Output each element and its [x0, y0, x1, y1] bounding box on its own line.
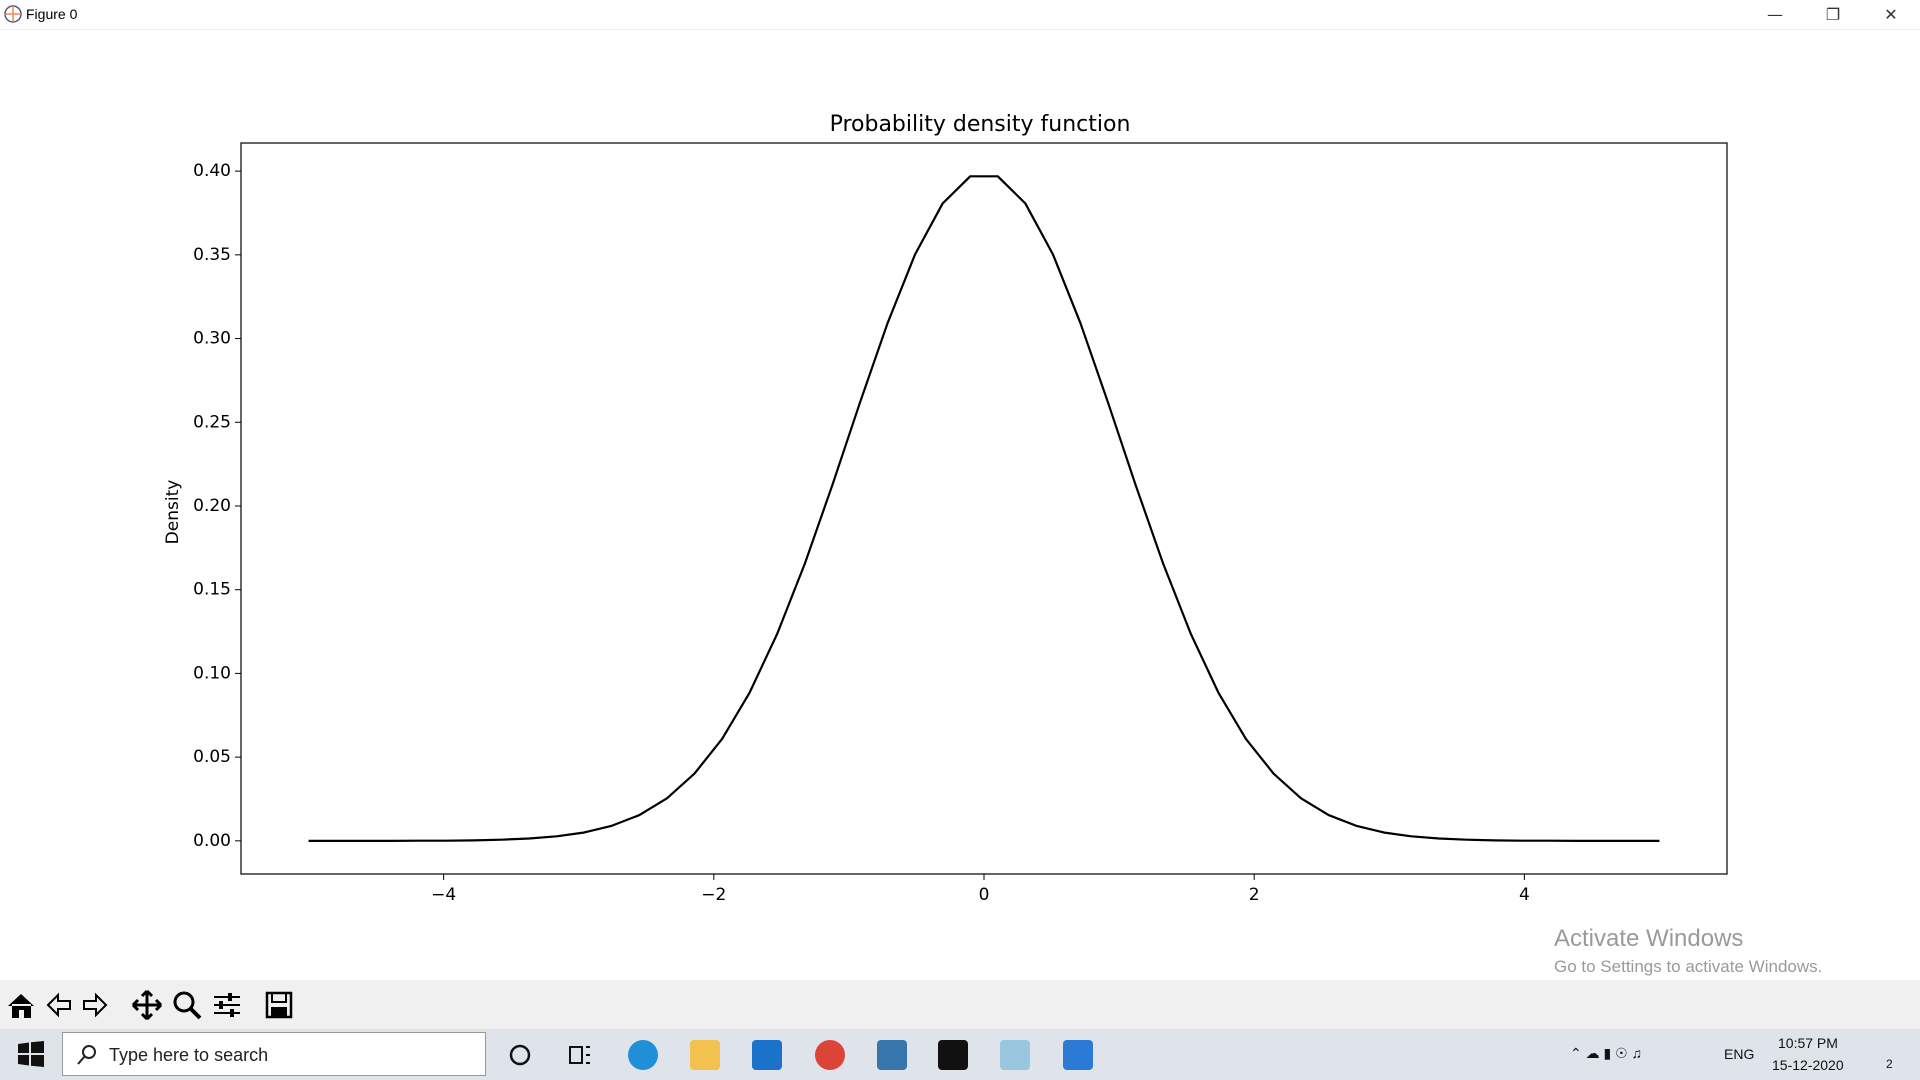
chart: Probability density function Density 0.0…	[163, 112, 1728, 905]
window-title: Figure 0	[26, 6, 78, 22]
y-axis-label: Density	[163, 480, 183, 545]
notes-app[interactable]	[1000, 1040, 1030, 1070]
start-button[interactable]	[18, 1041, 44, 1067]
cortana-button[interactable]	[508, 1043, 532, 1067]
mail-app[interactable]	[752, 1040, 782, 1070]
watermark-title: Activate Windows	[1554, 925, 1744, 952]
plot-frame	[240, 142, 1728, 875]
explorer-app[interactable]	[690, 1040, 720, 1070]
chrome-app[interactable]	[815, 1040, 845, 1070]
pan-button[interactable]	[130, 988, 164, 1022]
tray-icons[interactable]: ⌃ ☁ ▮ ☉ ♫	[1570, 1045, 1643, 1061]
chart-title: Probability density function	[830, 112, 1131, 137]
configure-button[interactable]	[210, 988, 244, 1022]
home-button[interactable]	[4, 988, 38, 1022]
python-app[interactable]	[877, 1040, 907, 1070]
y-tick-label: 0.35	[193, 245, 231, 265]
back-button[interactable]	[42, 988, 76, 1022]
zoom-button[interactable]	[170, 988, 204, 1022]
title-bar: Figure 0 — ❐ ✕	[0, 0, 1920, 30]
x-tick-label: 4	[1519, 885, 1530, 905]
x-tick-label: 2	[1249, 885, 1260, 905]
search-icon	[77, 1045, 96, 1065]
y-tick-label: 0.10	[193, 663, 231, 683]
save-button[interactable]	[262, 988, 296, 1022]
pycharm-app[interactable]	[938, 1040, 968, 1070]
watermark-subtitle: Go to Settings to activate Windows.	[1554, 957, 1823, 976]
language-indicator[interactable]: ENG	[1724, 1046, 1755, 1062]
y-tick-label: 0.25	[193, 412, 231, 432]
x-tick-label: −2	[701, 885, 726, 905]
data-line	[308, 175, 1660, 842]
y-tick-label: 0.30	[193, 329, 231, 349]
y-tick-label: 0.00	[193, 831, 231, 851]
taskbar: Type here to search ⌃ ☁ ▮ ☉ ♫ ENG 10:57 …	[0, 1029, 1920, 1080]
toolbar	[0, 980, 1920, 1029]
y-tick-label: 0.05	[193, 747, 231, 767]
activation-watermark: Activate Windows Go to Settings to activ…	[1554, 925, 1822, 977]
clock-date[interactable]: 15-12-2020	[1772, 1057, 1844, 1073]
search-box[interactable]: Type here to search	[62, 1032, 486, 1076]
app-icon	[4, 5, 22, 23]
minimize-button[interactable]: —	[1767, 5, 1783, 24]
clock-time[interactable]: 10:57 PM	[1778, 1035, 1838, 1051]
search-placeholder: Type here to search	[109, 1045, 269, 1065]
close-button[interactable]: ✕	[1884, 5, 1898, 24]
x-tick-label: 0	[979, 885, 990, 905]
edge-app[interactable]	[628, 1040, 658, 1070]
maximize-button[interactable]: ❐	[1825, 5, 1841, 24]
x-tick-label: −4	[431, 885, 456, 905]
y-tick-label: 0.15	[193, 580, 231, 600]
notification-count[interactable]: 2	[1886, 1057, 1893, 1071]
y-tick-label: 0.40	[193, 161, 231, 181]
photos-app[interactable]	[1063, 1040, 1093, 1070]
task-view-button[interactable]	[568, 1043, 592, 1067]
y-tick-label: 0.20	[193, 496, 231, 516]
forward-button[interactable]	[78, 988, 112, 1022]
